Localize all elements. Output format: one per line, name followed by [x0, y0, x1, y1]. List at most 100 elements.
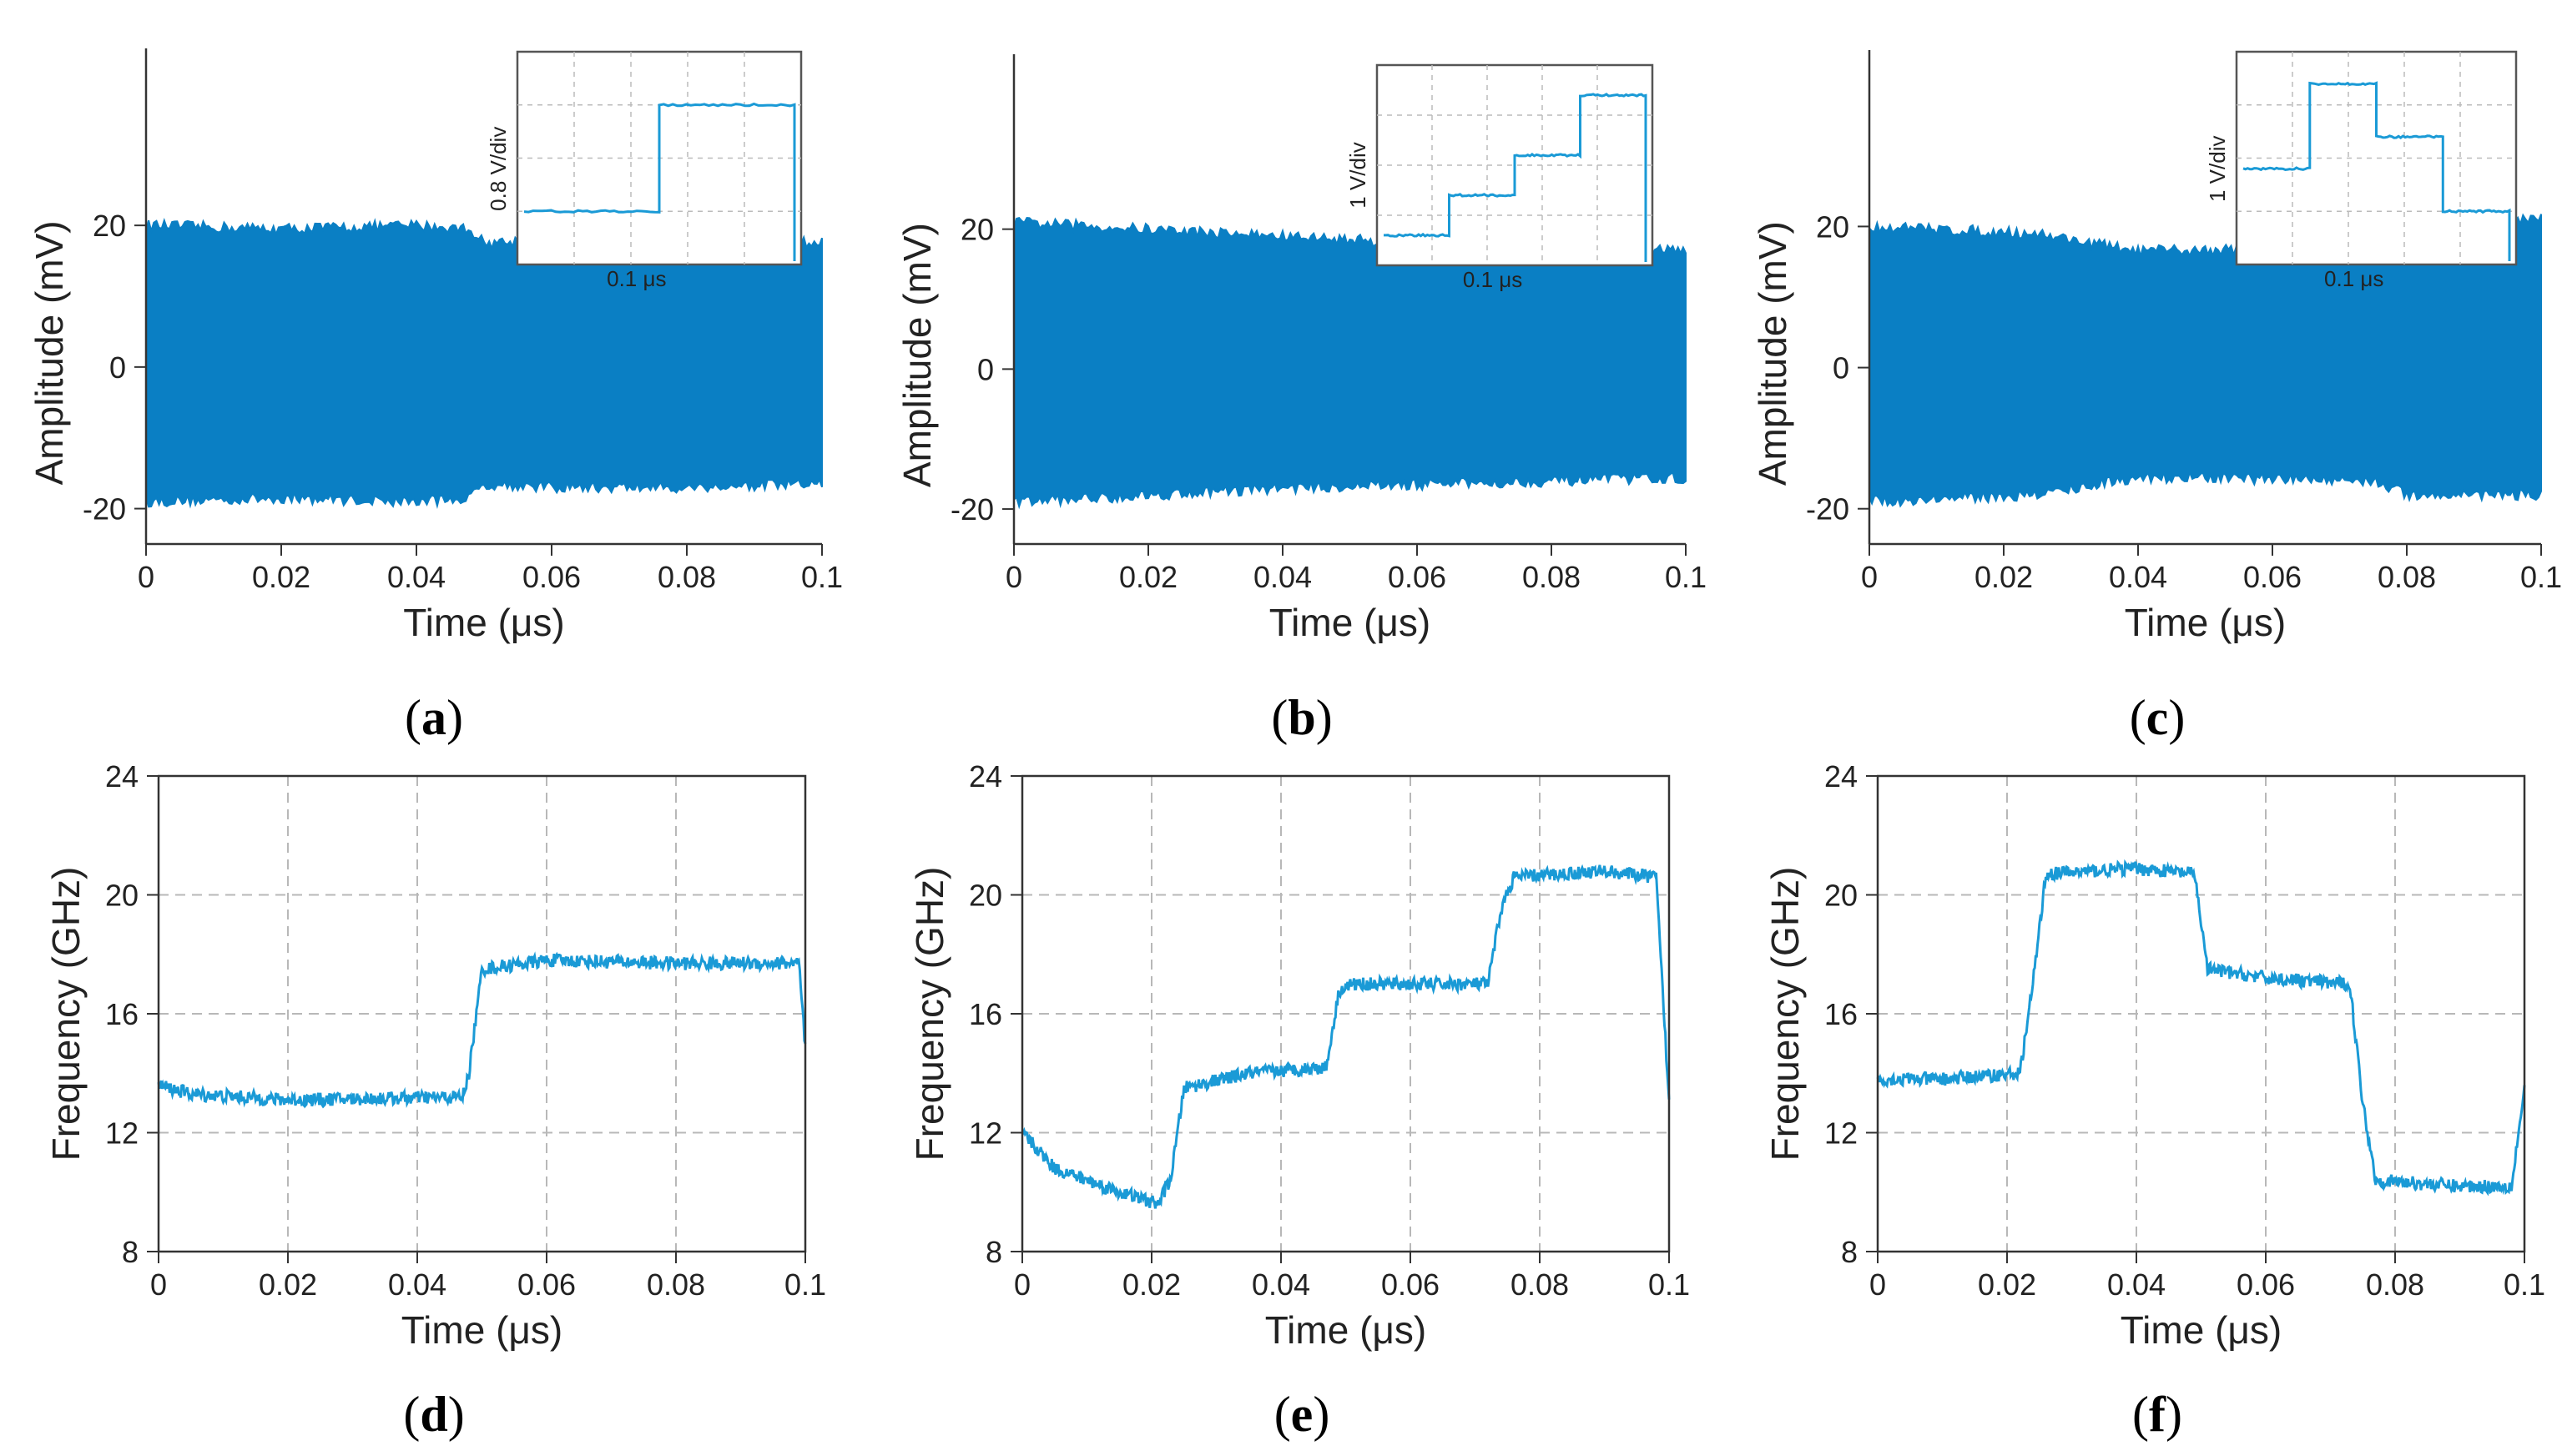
- x-axis-label: Time (μs): [401, 1308, 562, 1352]
- y-tick-label: 12: [1824, 1116, 1858, 1151]
- y-axis-label: Frequency (GHz): [908, 867, 951, 1161]
- panel-label-e: (e): [1274, 1387, 1330, 1442]
- panel-label-open: (: [405, 690, 421, 745]
- inset-y-label: 1 V/div: [2205, 136, 2230, 203]
- x-tick-label: 0.04: [2107, 1267, 2166, 1302]
- x-tick-label: 0: [1869, 1267, 1886, 1302]
- y-tick-label: 8: [122, 1235, 139, 1269]
- panel-label-letter: a: [421, 690, 446, 745]
- x-tick-label: 0.04: [2109, 560, 2167, 594]
- panel-label-letter: e: [1291, 1387, 1314, 1442]
- x-tick-label: 0.04: [1253, 560, 1312, 594]
- panel-label-close: ): [1316, 690, 1333, 745]
- panel-label-close: ): [2168, 690, 2185, 745]
- x-tick-label: 0.02: [259, 1267, 317, 1302]
- panel-label-open: (: [2130, 690, 2146, 745]
- y-tick-label: 20: [105, 879, 139, 913]
- y-tick-label: 24: [969, 759, 1002, 793]
- x-tick-label: 0.1: [2504, 1267, 2545, 1302]
- y-tick-label: 16: [969, 997, 1002, 1031]
- x-tick-label: 0.06: [1381, 1267, 1440, 1302]
- y-axis-label: Amplitude (mV): [895, 223, 939, 487]
- inset-x-label: 0.1 μs: [1463, 267, 1522, 292]
- amplitude-band-a: [145, 217, 823, 510]
- x-tick-label: 0.06: [517, 1267, 576, 1302]
- y-axis-label: Amplitude (mV): [1751, 221, 1794, 486]
- y-tick-label: 20: [969, 879, 1002, 913]
- inset-c: 1 V/div 0.1 μs: [2205, 50, 2518, 291]
- inset-x-label: 0.1 μs: [2324, 266, 2383, 291]
- y-tick-label: 20: [1816, 209, 1849, 244]
- y-tick-label: -20: [951, 492, 994, 526]
- panel-label-open: (: [1271, 690, 1288, 745]
- x-tick-label: 0.02: [1974, 560, 2033, 594]
- y-tick-label: 0: [109, 350, 126, 385]
- frequency-trace-e: [1021, 864, 1671, 1209]
- x-tick-label: 0.1: [1648, 1267, 1690, 1302]
- inset-trace: [523, 102, 796, 261]
- inset-a: 0.8 V/div 0.1 μs: [486, 50, 803, 291]
- y-axis-label: Frequency (GHz): [1763, 867, 1807, 1161]
- x-tick-label: 0.02: [1122, 1267, 1181, 1302]
- x-tick-label: 0.1: [784, 1267, 826, 1302]
- x-tick-label: 0.08: [647, 1267, 705, 1302]
- y-tick-label: 16: [1824, 997, 1858, 1031]
- x-tick-label: 0.06: [522, 560, 581, 594]
- x-tick-label: 0.06: [2237, 1267, 2295, 1302]
- x-tick-label: 0.1: [1665, 560, 1707, 594]
- x-tick-label: 0.1: [801, 560, 843, 594]
- x-tick-label: 0.1: [2520, 560, 2562, 594]
- y-tick-label: 0: [977, 352, 994, 386]
- x-tick-label: 0.02: [252, 560, 310, 594]
- x-tick-label: 0.04: [387, 560, 446, 594]
- y-tick-label: -20: [1806, 492, 1849, 526]
- panel-label-letter: d: [420, 1387, 447, 1442]
- y-axis-label: Amplitude (mV): [28, 220, 71, 485]
- chart-panel-e: 0 0.02 0.04 0.06 0.08 0.1 8 12 16 20 24 Time (μs) Fr…: [908, 759, 1690, 1442]
- panel-label-open: (: [403, 1387, 420, 1442]
- x-tick-label: 0.02: [1978, 1267, 2036, 1302]
- chart-panel-a: 0 0.02 0.04 0.06 0.08 0.1 -20 0 20 Time (μs) Ampli…: [28, 48, 843, 745]
- y-tick-label: 0: [1833, 351, 1849, 385]
- x-tick-label: 0.04: [1252, 1267, 1310, 1302]
- x-axis-label: Time (μs): [403, 601, 564, 644]
- x-tick-label: 0.04: [388, 1267, 446, 1302]
- inset-x-label: 0.1 μs: [607, 266, 666, 291]
- x-tick-label: 0.06: [1388, 560, 1446, 594]
- x-axis-label: Time (μs): [1265, 1308, 1426, 1352]
- panel-label-c: (c): [2130, 690, 2186, 745]
- y-tick-label: 24: [1824, 759, 1858, 793]
- panel-label-d: (d): [403, 1387, 464, 1442]
- y-tick-label: 20: [93, 209, 126, 243]
- panel-label-letter: b: [1288, 690, 1315, 745]
- x-tick-label: 0: [1006, 560, 1022, 594]
- y-tick-label: 8: [1841, 1235, 1858, 1269]
- inset-y-label: 1 V/div: [1345, 142, 1370, 209]
- y-tick-label: 12: [105, 1116, 139, 1151]
- panel-label-close: ): [2166, 1387, 2182, 1442]
- inset-b: 1 V/div 0.1 μs: [1345, 63, 1654, 292]
- y-axis-label: Frequency (GHz): [44, 867, 88, 1161]
- panel-label-open: (: [1274, 1387, 1291, 1442]
- x-tick-label: 0: [1861, 560, 1878, 594]
- y-tick-label: 8: [986, 1235, 1002, 1269]
- panel-label-close: ): [1313, 1387, 1329, 1442]
- x-tick-label: 0.08: [2366, 1267, 2424, 1302]
- x-tick-label: 0.08: [1510, 1267, 1569, 1302]
- x-tick-label: 0: [138, 560, 154, 594]
- panel-label-b: (b): [1271, 690, 1332, 745]
- x-axis-label: Time (μs): [2121, 1308, 2282, 1352]
- amplitude-band-b: [1013, 216, 1687, 510]
- y-tick-label: 20: [1824, 879, 1858, 913]
- x-tick-label: 0.06: [2243, 560, 2302, 594]
- panel-label-close: ): [448, 1387, 465, 1442]
- y-tick-label: -20: [83, 492, 126, 526]
- x-tick-label: 0: [150, 1267, 167, 1302]
- panel-label-close: ): [446, 690, 463, 745]
- panel-label-f: (f): [2132, 1387, 2182, 1442]
- inset-trace: [1384, 93, 1647, 262]
- x-tick-label: 0.08: [658, 560, 716, 594]
- chart-panel-b: 0 0.02 0.04 0.06 0.08 0.1 -20 0 20 Time (μs) Ampli…: [895, 54, 1707, 745]
- frequency-trace-d: [157, 951, 807, 1109]
